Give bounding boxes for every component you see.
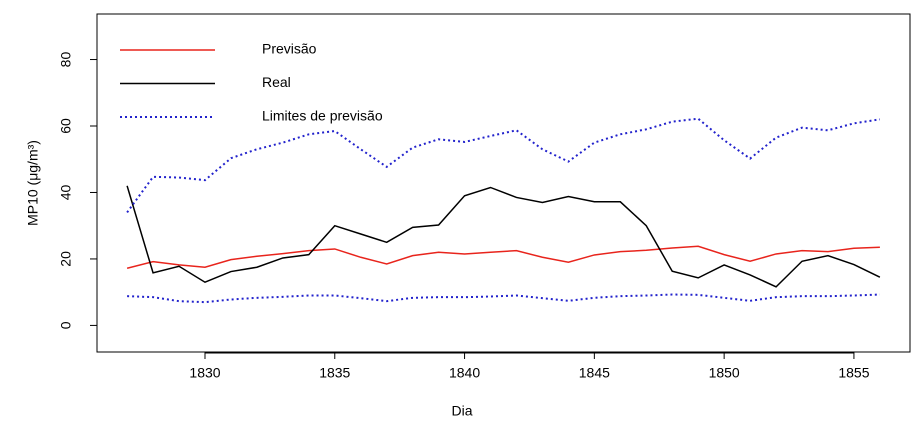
x-tick-label: 1850 [709,365,740,381]
x-tick-label: 1840 [449,365,480,381]
plot-frame [96,13,911,353]
x-tick-label: 1830 [189,365,220,381]
x-tick-label: 1855 [838,365,869,381]
y-tick-label: 20 [58,251,74,267]
y-tick-label: 80 [58,52,74,68]
series-line [126,117,881,214]
y-tick-label: 40 [58,184,74,200]
series-line [126,185,881,288]
legend-label: Real [262,74,291,90]
y-axis-label: MP10 (μg/m³) [25,140,41,226]
legend-label: Limites de previsão [262,108,383,124]
y-tick-label: 60 [58,118,74,134]
x-axis-label: Dia [451,403,472,419]
legend-label: Previsão [262,41,317,57]
x-tick-label: 1835 [319,365,350,381]
x-tick-label: 1845 [579,365,610,381]
series-line [127,293,880,304]
series-line [126,245,880,269]
y-tick-label: 0 [58,321,74,329]
